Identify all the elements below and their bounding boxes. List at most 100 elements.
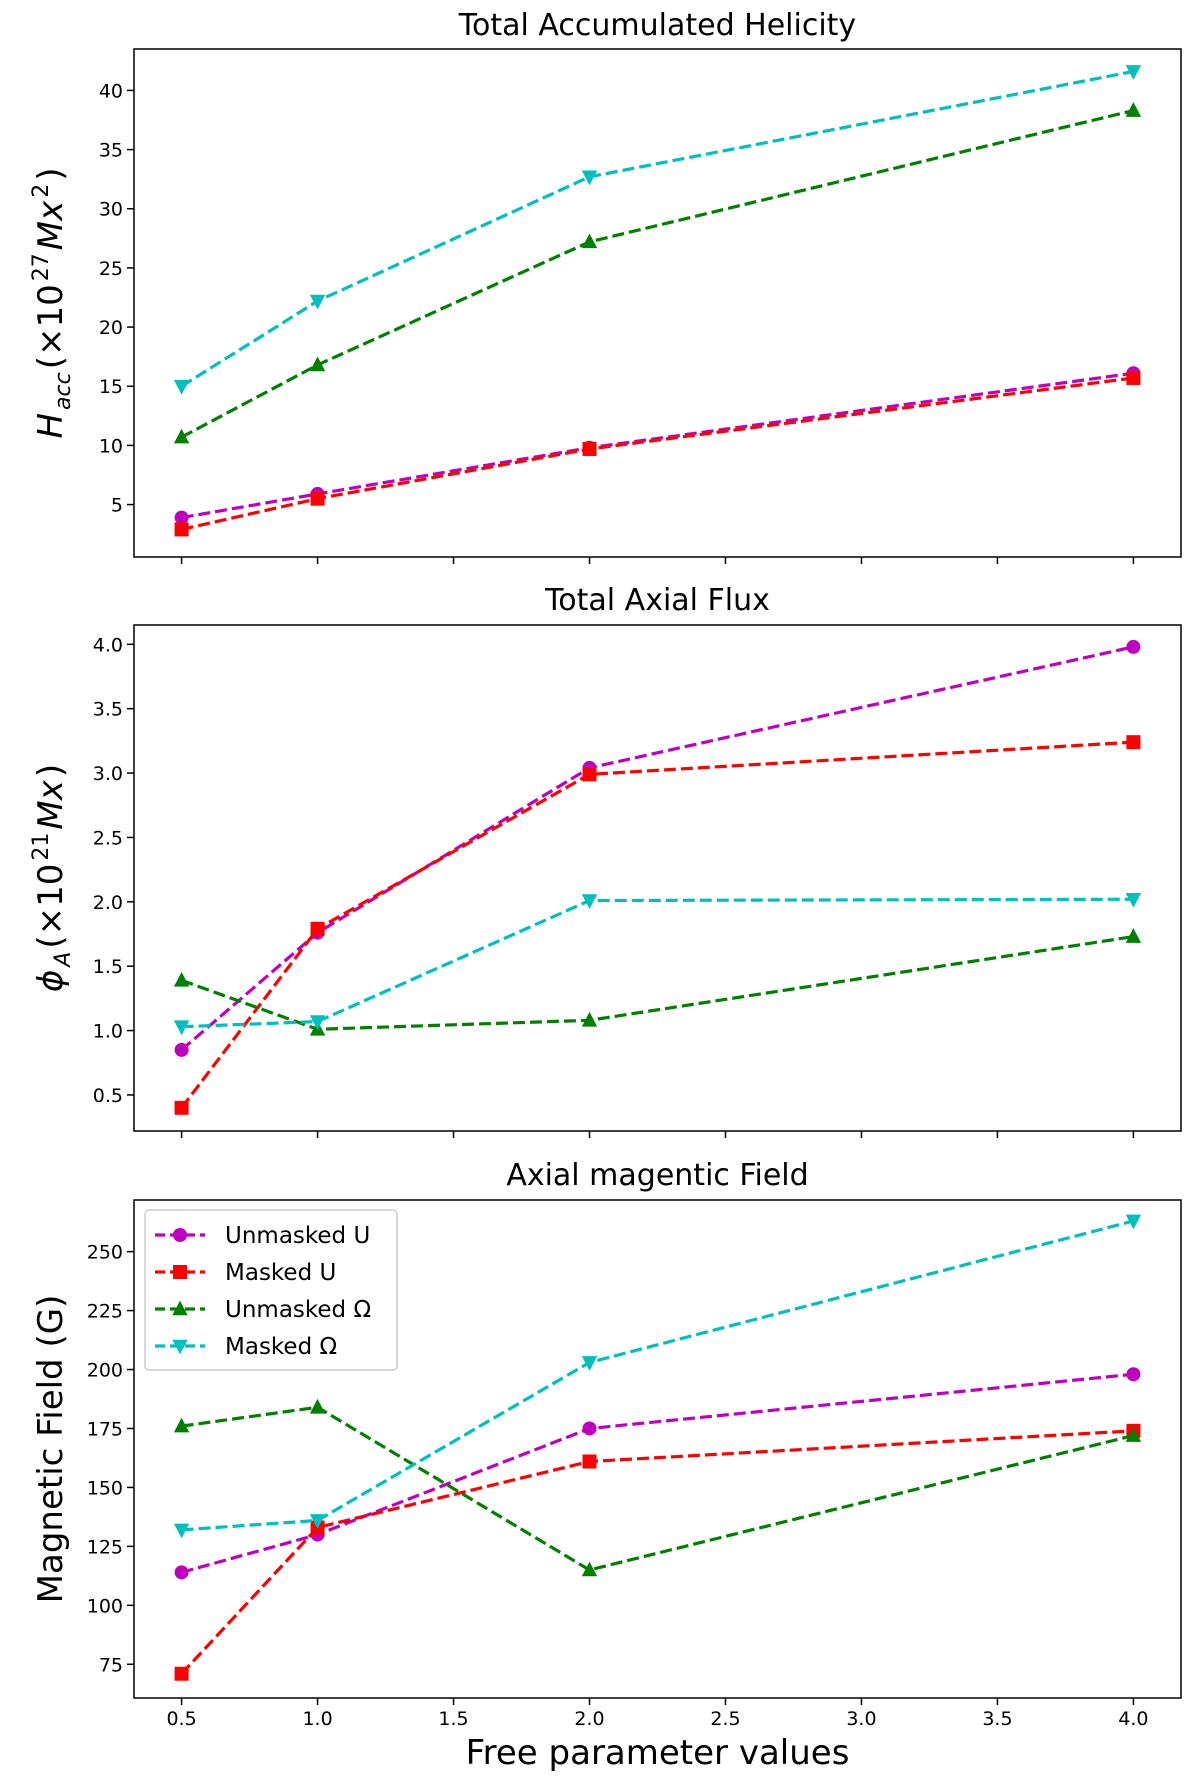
series-line bbox=[181, 371, 1134, 520]
y-axis-label-part: 21 bbox=[29, 833, 54, 861]
y-axis-label-part: Mx bbox=[31, 779, 71, 829]
x-tick-label: 1.5 bbox=[438, 1708, 468, 1730]
series-unmasked_u bbox=[174, 639, 1141, 1057]
series-line bbox=[181, 935, 1134, 1031]
subplot-1: Total Accumulated Helicity 5 10 15 20 25 30 35 4… bbox=[29, 8, 1182, 564]
series-masked_u bbox=[174, 370, 1141, 537]
series-line bbox=[181, 1405, 1134, 1572]
data-point bbox=[173, 379, 190, 395]
axes-frame bbox=[133, 1199, 1182, 1699]
legend-marker bbox=[172, 1339, 188, 1355]
y-tick-label: 5 bbox=[111, 495, 123, 517]
y-axis-label-part: H bbox=[31, 413, 71, 439]
data-point bbox=[1126, 735, 1141, 750]
y-tick-label: 1.5 bbox=[93, 956, 123, 978]
y-tick-label: 100 bbox=[87, 1595, 123, 1617]
data-point bbox=[581, 894, 598, 909]
y-axis-label: Hacc (×10 27 Mx 2) bbox=[29, 167, 76, 438]
data-point bbox=[173, 428, 190, 444]
y-tick-label: 25 bbox=[99, 258, 123, 280]
data-point bbox=[581, 233, 598, 249]
series-line bbox=[181, 1219, 1134, 1532]
y-axis-label-part: A bbox=[51, 952, 76, 969]
legend-label: Unmasked Ω bbox=[225, 1297, 371, 1323]
data-point bbox=[581, 1561, 598, 1577]
y-axis-label-part: ϕ bbox=[31, 970, 71, 992]
series-masked_omega bbox=[173, 892, 1142, 1036]
y-tick-label: 125 bbox=[87, 1536, 123, 1558]
subplot-title: Total Axial Flux bbox=[544, 583, 770, 618]
data-point bbox=[174, 522, 189, 537]
data-point bbox=[309, 1398, 326, 1414]
data-point bbox=[581, 170, 598, 186]
y-axis-label-part: 2 bbox=[29, 184, 54, 198]
data-point bbox=[309, 356, 326, 372]
y-tick-label: 200 bbox=[87, 1360, 123, 1382]
y-tick-label: 40 bbox=[99, 80, 123, 102]
data-point bbox=[174, 1100, 189, 1115]
series-unmasked_omega bbox=[173, 1398, 1142, 1577]
y-tick-label: 20 bbox=[99, 317, 123, 339]
y-tick-label: 2.5 bbox=[93, 827, 123, 849]
data-point bbox=[1125, 928, 1142, 943]
subplot-2: Total Axial Flux 0.5 1.0 1.5 2.0 2.5 3.0 3.5 4.0… bbox=[29, 583, 1182, 1138]
axes-frame bbox=[133, 624, 1182, 1132]
axes-frame bbox=[133, 48, 1182, 558]
legend-item: Unmasked Ω bbox=[155, 1297, 371, 1323]
series-unmasked_u bbox=[174, 1367, 1141, 1580]
data-point bbox=[581, 1356, 598, 1371]
series-line bbox=[181, 1372, 1134, 1574]
data-point bbox=[173, 971, 190, 987]
y-tick-label: 10 bbox=[99, 435, 123, 457]
data-point bbox=[582, 767, 597, 782]
y-tick-label: 250 bbox=[87, 1242, 123, 1264]
legend-label: Unmasked U bbox=[225, 1223, 370, 1249]
data-point bbox=[1125, 892, 1142, 908]
series-line bbox=[180, 645, 1134, 1052]
data-point bbox=[582, 1421, 597, 1436]
x-tick-label: 2.0 bbox=[574, 1708, 604, 1730]
data-point bbox=[581, 1011, 598, 1027]
y-tick-label: 1.0 bbox=[93, 1021, 123, 1043]
subplot-title: Total Accumulated Helicity bbox=[458, 8, 856, 43]
subplot-3: Axial magentic Field 75 100 125 150 175 200 225… bbox=[31, 1158, 1182, 1773]
y-axis-label-part: ) bbox=[31, 764, 71, 777]
series-masked_omega bbox=[173, 1214, 1142, 1539]
x-tick-label: 0.5 bbox=[166, 1708, 196, 1730]
data-point bbox=[1125, 65, 1142, 80]
legend: Unmasked U Masked U Unmasked Ω Masked Ω bbox=[144, 1209, 398, 1371]
legend-label: Masked Ω bbox=[225, 1334, 337, 1360]
x-tick-label: 3.0 bbox=[846, 1708, 876, 1730]
y-tick-label: 175 bbox=[87, 1418, 123, 1440]
y-tick-label: 35 bbox=[99, 140, 123, 162]
legend-item: Unmasked U bbox=[155, 1223, 370, 1249]
data-point bbox=[1125, 1214, 1142, 1230]
subplot-title: Axial magentic Field bbox=[506, 1158, 808, 1193]
data-point bbox=[1125, 102, 1142, 117]
x-tick-label: 1.0 bbox=[302, 1708, 332, 1730]
data-point bbox=[309, 1514, 326, 1529]
series-line bbox=[181, 376, 1134, 531]
data-point bbox=[582, 1454, 597, 1469]
data-point bbox=[1125, 1427, 1142, 1442]
y-axis-label-part: Mx bbox=[31, 200, 71, 250]
y-tick-label: 225 bbox=[87, 1301, 123, 1323]
data-point bbox=[174, 1666, 189, 1681]
data-point bbox=[173, 1417, 190, 1433]
y-axis-label: ϕA (×10 21 Mx) bbox=[29, 764, 76, 992]
x-axis-label: Free parameter values bbox=[466, 1733, 850, 1771]
data-point bbox=[309, 1015, 326, 1030]
legend-item: Masked U bbox=[155, 1260, 336, 1286]
y-tick-label: 4.0 bbox=[93, 634, 123, 656]
x-tick-label: 2.5 bbox=[710, 1708, 740, 1730]
data-point bbox=[1126, 370, 1141, 385]
data-point bbox=[174, 1042, 189, 1057]
series-line bbox=[180, 740, 1134, 1109]
data-point bbox=[1126, 1367, 1141, 1382]
legend-marker bbox=[173, 1228, 187, 1242]
series-masked_omega bbox=[173, 65, 1142, 395]
y-tick-label: 3.5 bbox=[93, 699, 123, 721]
series-masked_u bbox=[174, 735, 1141, 1115]
series-unmasked_omega bbox=[173, 102, 1142, 444]
